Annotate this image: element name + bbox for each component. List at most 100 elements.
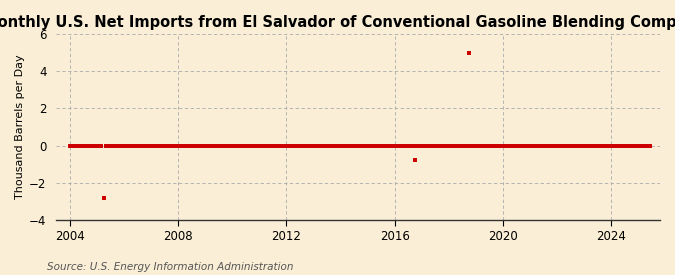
Point [502,144,513,148]
Point [628,144,639,148]
Point [112,144,123,148]
Point [595,144,605,148]
Point [328,144,339,148]
Point [288,144,298,148]
Point [84,144,95,148]
Point [132,144,143,148]
Point [428,144,439,148]
Point [563,144,574,148]
Point [373,144,384,148]
Point [238,144,249,148]
Point [281,144,292,148]
Point [356,144,367,148]
Point [497,144,508,148]
Point [545,144,556,148]
Point [324,144,335,148]
Point [180,144,190,148]
Point [143,144,154,148]
Point [261,144,271,148]
Point [495,144,506,148]
Point [536,144,547,148]
Point [620,144,630,148]
Point [294,144,305,148]
Point [504,144,515,148]
Point [186,144,197,148]
Point [249,144,260,148]
Point [597,144,608,148]
Point [139,144,150,148]
Point [590,144,601,148]
Point [459,144,470,148]
Point [245,144,256,148]
Point [581,144,592,148]
Point [403,144,414,148]
Point [178,144,188,148]
Point [644,144,655,148]
Point [146,144,157,148]
Point [603,144,614,148]
Point [491,144,502,148]
Point [279,144,290,148]
Point [67,144,78,148]
Point [76,144,86,148]
Point [556,144,567,148]
Point [464,50,475,55]
Point [232,144,242,148]
Point [642,144,653,148]
Point [511,144,522,148]
Point [150,144,161,148]
Point [130,144,140,148]
Point [450,144,461,148]
Point [466,144,477,148]
Point [358,144,369,148]
Point [319,144,330,148]
Point [583,144,594,148]
Point [240,144,251,148]
Point [107,144,118,148]
Point [155,144,165,148]
Point [606,144,617,148]
Point [202,144,213,148]
Point [410,157,421,162]
Point [551,144,562,148]
Point [633,144,644,148]
Point [256,144,267,148]
Point [430,144,441,148]
Point [163,144,174,148]
Point [227,144,238,148]
Point [134,144,145,148]
Point [182,144,192,148]
Point [263,144,274,148]
Point [78,144,88,148]
Point [457,144,468,148]
Point [333,144,344,148]
Point [640,144,651,148]
Point [326,144,337,148]
Point [213,144,224,148]
Point [205,144,215,148]
Point [477,144,488,148]
Point [71,144,82,148]
Point [171,144,182,148]
Point [236,144,246,148]
Point [69,144,80,148]
Point [211,144,222,148]
Point [310,144,321,148]
Point [387,144,398,148]
Point [389,144,400,148]
Point [524,144,535,148]
Point [482,144,493,148]
Point [547,144,558,148]
Point [87,144,98,148]
Point [437,144,448,148]
Point [624,144,634,148]
Point [541,144,551,148]
Point [229,144,240,148]
Point [82,144,93,148]
Point [369,144,380,148]
Point [514,144,524,148]
Point [416,144,427,148]
Point [364,144,375,148]
Point [254,144,265,148]
Point [554,144,565,148]
